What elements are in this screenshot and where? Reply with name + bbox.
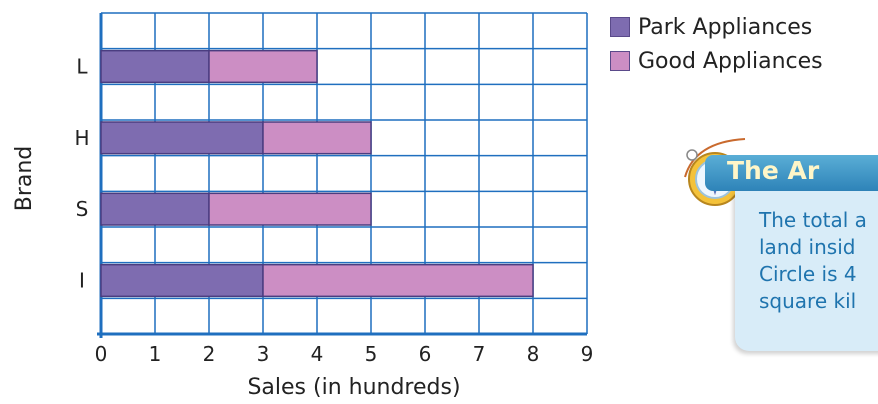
legend-swatch-park xyxy=(610,17,630,37)
x-axis-title: Sales (in hundreds) xyxy=(247,375,460,400)
x-tick-label: 4 xyxy=(311,342,324,366)
x-tick-label: 8 xyxy=(527,342,540,366)
bar-good-i xyxy=(262,263,534,298)
bar-chart: 0 1 2 3 4 5 6 7 8 9 L H S I Sales (in hundreds) Brand xyxy=(12,12,593,400)
callout-line: land insid xyxy=(759,235,856,259)
legend-label-good: Good Appliances xyxy=(638,48,823,74)
y-tick-label: I xyxy=(79,269,85,293)
callout-line: square kil xyxy=(759,289,857,313)
x-tick-label: 5 xyxy=(365,342,378,366)
legend-item-park: Park Appliances xyxy=(610,10,823,44)
callout-title: The Ar xyxy=(727,156,820,185)
y-axis-title: Brand xyxy=(12,146,37,212)
callout-body xyxy=(735,191,878,351)
bar-park-h xyxy=(100,121,264,155)
legend-swatch-good xyxy=(610,51,630,71)
x-tick-label: 1 xyxy=(149,342,162,366)
legend-label-park: Park Appliances xyxy=(638,14,813,40)
callout-text: The total a land insid Circle is 4 squar… xyxy=(759,207,878,315)
callout-title-bar xyxy=(705,155,878,191)
bar-park-l xyxy=(100,49,210,84)
bar-good-h xyxy=(262,121,372,155)
y-tick-label: H xyxy=(74,126,89,150)
x-tick-label: 3 xyxy=(257,342,270,366)
legend-item-good: Good Appliances xyxy=(610,44,823,78)
y-tick-label: L xyxy=(76,55,88,79)
chart-bars xyxy=(100,49,534,298)
x-tick-label: 2 xyxy=(203,342,216,366)
callout-line: The total a xyxy=(759,208,867,232)
chart-ticks: 0 1 2 3 4 5 6 7 8 9 L H S I xyxy=(74,55,593,367)
x-tick-label: 0 xyxy=(95,342,108,366)
callout-line: Circle is 4 xyxy=(759,262,857,286)
x-tick-label: 6 xyxy=(419,342,432,366)
y-tick-label: S xyxy=(76,197,89,221)
chart-legend: Park Appliances Good Appliances xyxy=(610,10,823,78)
bar-park-s xyxy=(100,192,210,226)
x-tick-label: 7 xyxy=(473,342,486,366)
bar-good-l xyxy=(208,49,318,84)
bar-park-i xyxy=(100,263,264,298)
bar-good-s xyxy=(208,192,372,226)
callout-box: The Ar The total a land insid Circle is … xyxy=(675,125,878,385)
x-tick-label: 9 xyxy=(581,342,594,366)
